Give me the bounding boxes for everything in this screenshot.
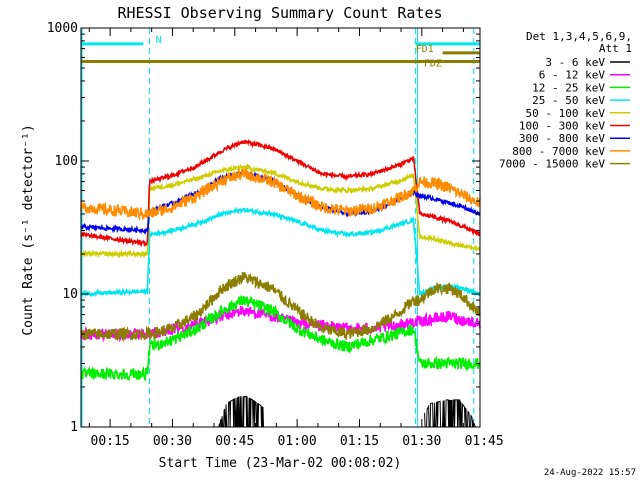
x-tick-label-1: 00:30 (153, 434, 192, 449)
annotation-label-2: FDZ (424, 58, 442, 69)
chart-title: RHESSI Observing Summary Count Rates (117, 4, 442, 22)
legend-header-attenuator: Att 1 (599, 42, 632, 55)
annotation-label-0: N (156, 35, 162, 46)
x-tick-label-6: 01:45 (465, 434, 504, 449)
legend-label-8: 7000 - 15000 keV (499, 158, 605, 171)
y-tick-label-3: 1000 (47, 21, 78, 36)
y-tick-label-2: 100 (55, 154, 78, 169)
y-tick-label-1: 10 (62, 287, 78, 302)
x-tick-label-2: 00:45 (215, 434, 254, 449)
legend-label-6: 300 - 800 keV (519, 132, 605, 145)
y-tick-label-0: 1 (70, 420, 78, 435)
x-axis-label: Start Time (23-Mar-02 00:08:02) (159, 456, 402, 471)
x-tick-label-3: 01:00 (278, 434, 317, 449)
legend-label-7: 800 - 7000 keV (512, 145, 605, 158)
annotation-label-1: FD1 (416, 44, 434, 55)
series-line-3 (80, 206, 481, 298)
x-tick-label-5: 01:30 (402, 434, 441, 449)
legend-label-2: 12 - 25 keV (532, 81, 605, 94)
plot-frame (80, 27, 481, 428)
annotation-layer: N FD1 FDZ (81, 35, 480, 69)
legend-label-1: 6 - 12 keV (539, 69, 606, 82)
axes-layer: 1 10 100 1000 00:15 00:30 00:45 01:00 01:15 01:30… (47, 21, 504, 449)
series-line-4 (80, 163, 481, 259)
legend-label-5: 100 - 300 keV (519, 120, 605, 133)
legend-label-4: 50 - 100 keV (526, 107, 606, 120)
legend-header: Det 1,3,4,5,6,9, (526, 30, 632, 43)
legend-label-3: 25 - 50 keV (532, 94, 605, 107)
series-line-7 (80, 167, 481, 222)
series-line-2 (80, 295, 481, 381)
footer-timestamp: 24-Aug-2022 15:57 (544, 468, 636, 478)
x-tick-label-0: 00:15 (91, 434, 130, 449)
series-line-8 (80, 271, 481, 343)
marker-layer (81, 28, 475, 427)
x-tick-label-4: 01:15 (340, 434, 379, 449)
series-line-0 (218, 395, 478, 428)
y-axis-label: Count Rate (s⁻¹ detector⁻¹) (21, 124, 36, 335)
series-line-5 (80, 139, 481, 248)
series-layer (80, 139, 481, 428)
legend-label-0: 3 - 6 keV (545, 56, 605, 69)
